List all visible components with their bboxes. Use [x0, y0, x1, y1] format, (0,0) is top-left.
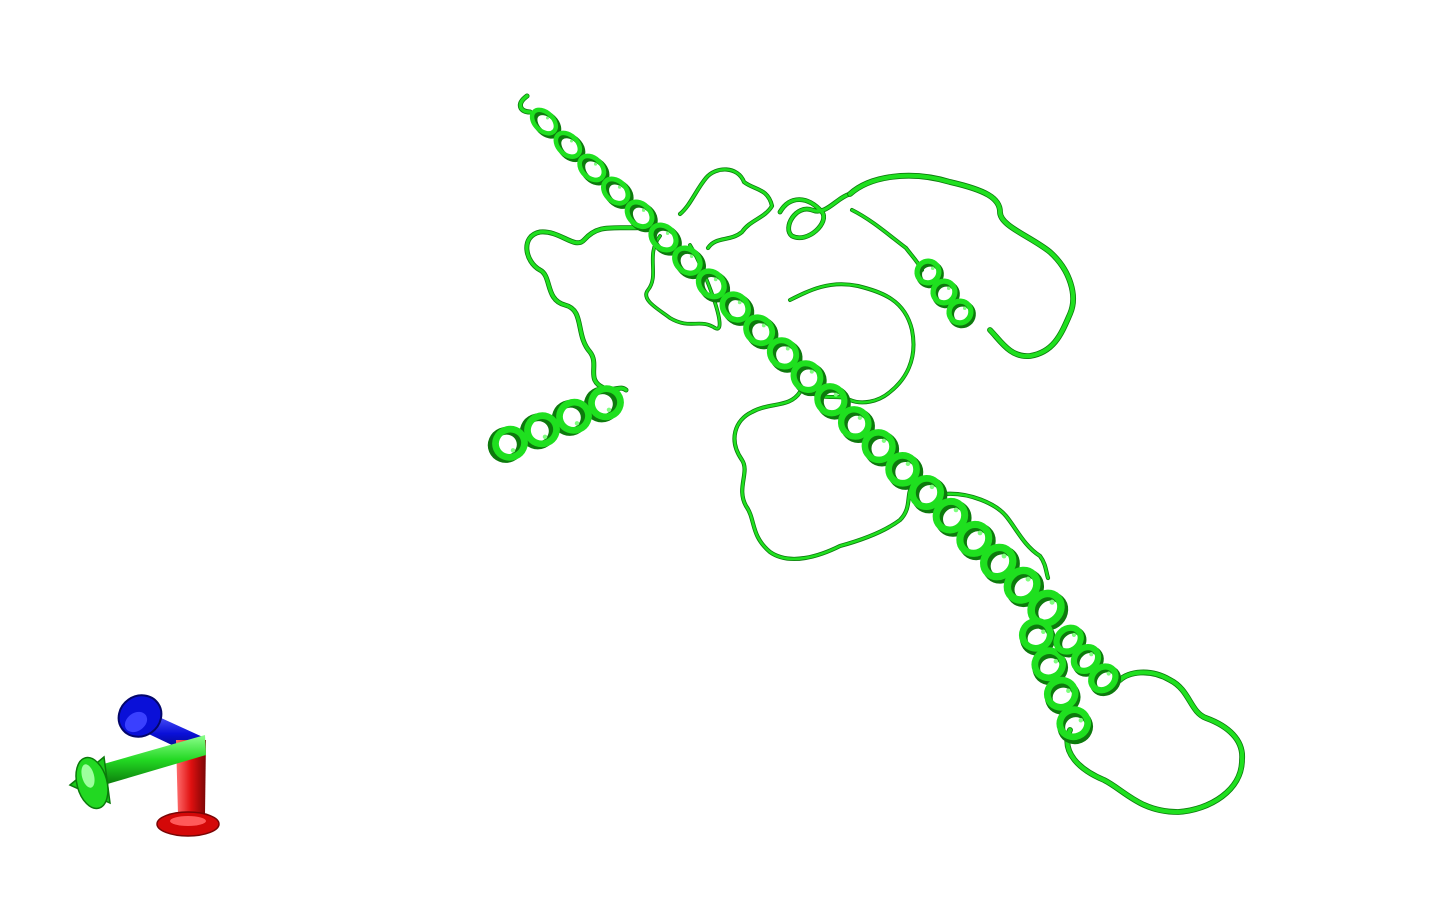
coil-lower-right-link [942, 492, 1050, 580]
helix-right-short [914, 258, 976, 329]
coil-top-right-loop-shadow [847, 172, 1076, 359]
coil-bottom-loop [1065, 670, 1245, 815]
coil-left-branch [525, 225, 653, 392]
helix-main-long [529, 107, 1069, 631]
coil-right-link-shadow [850, 208, 924, 272]
coil-lower-loop-shadow [732, 389, 915, 561]
coil-right-link [850, 208, 924, 272]
coil-loops [517, 93, 1245, 815]
coil-bottom-loop-shadow [1064, 669, 1245, 815]
coil-left-branch-shadow [524, 224, 654, 393]
protein-cartoon[interactable] [487, 93, 1245, 815]
coil-inner-left [645, 234, 721, 330]
helix-bottom-a [1018, 617, 1094, 745]
coil-top-right-loop [847, 173, 1076, 359]
coil-n-terminus [518, 94, 532, 114]
coil-top-middle-shadow [677, 167, 775, 251]
orientation-axes-gizmo [68, 694, 220, 837]
helix-segments [487, 107, 1122, 745]
coil-lower-loop [733, 390, 914, 561]
axis-y-green-icon [68, 735, 206, 810]
coil-top-middle [678, 168, 774, 250]
helix-bottom-b [1053, 624, 1122, 697]
coil-center-loop [788, 282, 915, 404]
coil-top-knot [778, 192, 852, 240]
helix-left-short [487, 385, 624, 463]
